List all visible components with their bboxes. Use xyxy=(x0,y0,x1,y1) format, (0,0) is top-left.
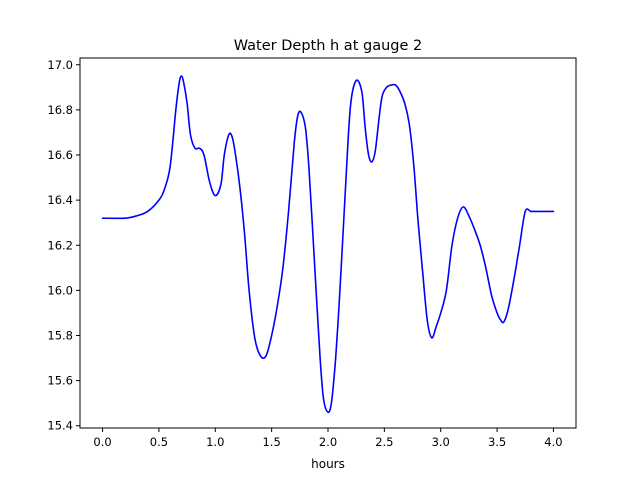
x-tick-label: 2.0 xyxy=(319,435,337,449)
x-axis-ticks: 0.0 0.5 1.0 1.5 2.0 2.5 3.0 3.5 4.0 xyxy=(93,428,563,449)
y-tick-label: 16.2 xyxy=(47,238,73,252)
x-tick-label: 3.0 xyxy=(432,435,450,449)
chart-title: Water Depth h at gauge 2 xyxy=(234,38,422,54)
y-tick-label: 15.6 xyxy=(47,374,73,388)
y-tick-label: 15.8 xyxy=(47,329,73,343)
y-tick-label: 16.8 xyxy=(47,103,73,117)
y-tick-label: 17.0 xyxy=(47,58,73,72)
plot-area-frame xyxy=(79,57,577,429)
series-line xyxy=(101,75,555,414)
x-tick-label: 1.5 xyxy=(262,435,280,449)
y-tick-label: 15.4 xyxy=(47,419,73,433)
x-tick-label: 4.0 xyxy=(544,435,562,449)
x-axis-label: hours xyxy=(311,457,345,471)
y-tick-label: 16.0 xyxy=(47,283,73,297)
x-tick-label: 1.0 xyxy=(206,435,224,449)
x-tick-label: 3.5 xyxy=(488,435,506,449)
y-axis-ticks: 15.4 15.6 15.8 16.0 16.2 16.4 16.6 16.8 17.0 xyxy=(47,58,80,433)
x-tick-label: 0.0 xyxy=(93,435,111,449)
y-tick-label: 16.4 xyxy=(47,193,73,207)
y-tick-label: 16.6 xyxy=(47,148,73,162)
x-tick-label: 2.5 xyxy=(375,435,393,449)
x-tick-label: 0.5 xyxy=(150,435,168,449)
